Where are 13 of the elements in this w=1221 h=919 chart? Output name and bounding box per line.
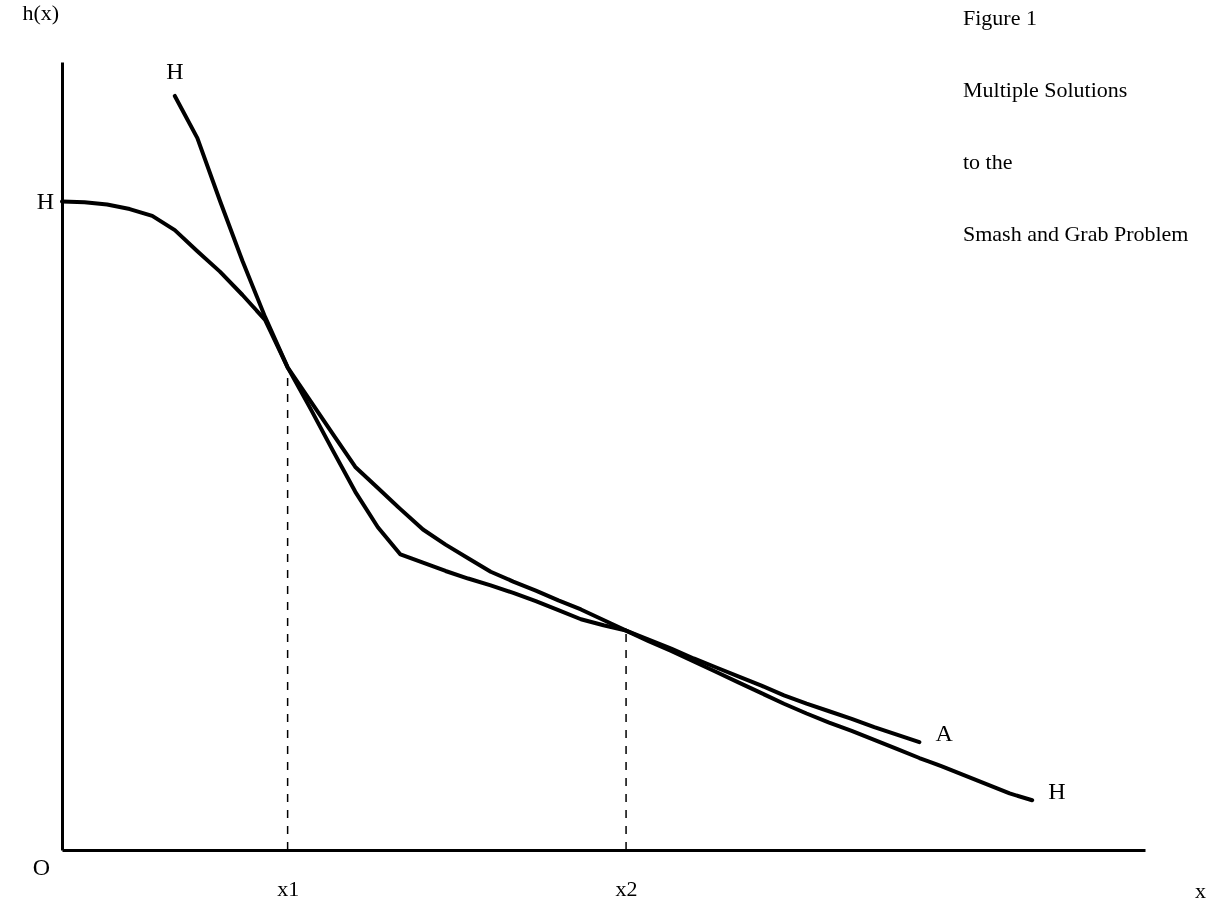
x-axis-title: x: [1195, 877, 1206, 903]
x-tick-label: x1: [277, 875, 300, 901]
series-label: A: [935, 720, 954, 747]
series-label: H: [166, 57, 184, 84]
text: O: [32, 854, 50, 880]
annotation: H: [1048, 778, 1066, 805]
annotation: Smash and Grab Problem: [963, 221, 1189, 246]
x-tick-label: x2: [615, 875, 638, 901]
annotation: to the: [963, 149, 1013, 174]
chart-title: Figure 1: [963, 5, 1037, 30]
annotation: Multiple Solutions: [963, 77, 1128, 102]
text: H: [36, 187, 54, 214]
y-axis-title: h(x): [22, 0, 60, 25]
